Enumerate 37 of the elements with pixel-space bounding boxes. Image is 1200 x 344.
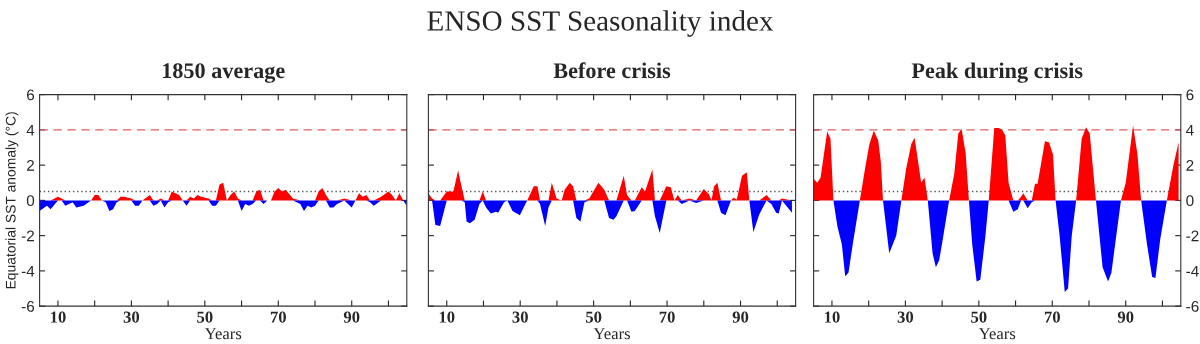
text: ENSO SST Seasonality index [427,10,774,37]
x-tick-label: 10 [50,311,66,323]
x-axis-title: Years [593,328,630,340]
x-tick-label: 90 [1117,311,1134,323]
y2-tick-label: 0 [1186,195,1194,207]
y-tick-label: 4 [26,124,35,136]
chart-title: 1850 average [162,63,285,83]
y-tick-label: 6 [27,89,35,101]
x-tick-label: 50 [197,311,213,323]
x-tick-label: 90 [732,311,749,323]
x-tick-label: 10 [824,311,840,323]
x-tick-label: 70 [659,311,675,323]
y2-tick-label: 6 [1186,89,1194,101]
y-axis-title: Equatorial SST anomaly (°C) [5,112,19,289]
y-tick-label: -4 [21,265,35,277]
x-tick-label: 70 [1044,311,1060,323]
x-tick-label: 90 [343,311,360,323]
y-tick-label: 2 [27,159,34,171]
x-tick-label: 70 [270,311,286,323]
chart-title: Before crisis [553,62,671,79]
y2-tick-label: -4 [1186,265,1199,277]
y-tick-label: 0 [26,195,35,207]
x-tick-label: 30 [512,311,528,323]
y-tick-label: -6 [21,301,35,312]
x-tick-label: 30 [123,311,140,323]
y-tick-label: -2 [21,230,34,242]
y2-tick-label: -6 [1186,301,1199,312]
x-tick-label: 10 [439,311,455,323]
x-tick-label: 50 [971,311,987,323]
x-axis-title: Years [978,328,1016,340]
x-tick-label: 50 [585,311,602,323]
x-axis-title: Years [204,328,242,340]
y2-tick-label: -2 [1186,230,1199,242]
x-tick-label: 30 [897,311,914,323]
y2-tick-label: 4 [1186,124,1194,136]
y2-tick-label: 2 [1186,159,1194,171]
chart-title: Peak during crisis [911,62,1083,83]
